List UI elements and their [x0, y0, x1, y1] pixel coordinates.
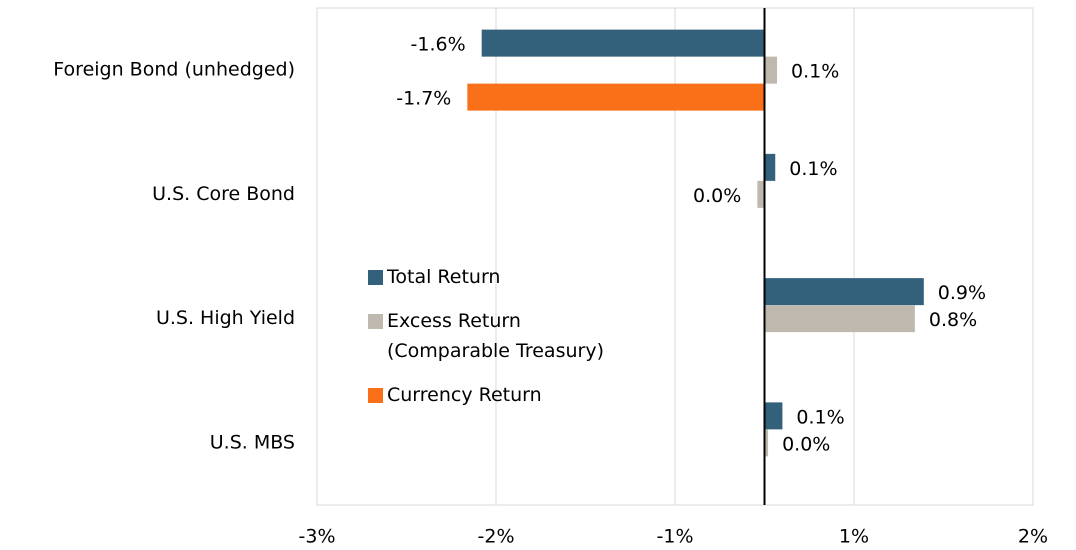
- legend-label: Total Return: [387, 266, 501, 288]
- data-label: 0.1%: [791, 61, 839, 83]
- legend-label: Currency Return: [387, 384, 542, 406]
- legend-swatch: [368, 314, 383, 329]
- data-label: 0.0%: [693, 185, 741, 207]
- x-tick-label: -3%: [299, 526, 336, 548]
- bar: [764, 429, 769, 457]
- legend-entry: Excess Return (Comparable Treasury): [368, 306, 638, 366]
- y-tick-label: U.S. High Yield: [156, 307, 295, 329]
- x-tick-label: -1%: [657, 526, 694, 548]
- bar: [481, 29, 765, 57]
- y-tick-label: U.S. MBS: [210, 431, 295, 453]
- data-label: 0.9%: [938, 282, 986, 304]
- data-label: -1.6%: [411, 34, 466, 56]
- bar: [764, 305, 915, 333]
- legend-swatch: [368, 388, 383, 403]
- data-label: -1.7%: [396, 88, 451, 110]
- data-label: 0.8%: [929, 309, 977, 331]
- data-label: 0.1%: [789, 158, 837, 180]
- x-tick-label: 1%: [839, 526, 869, 548]
- data-label: 0.1%: [796, 406, 844, 428]
- y-tick-label: U.S. Core Bond: [152, 183, 295, 205]
- legend-entry: Currency Return: [368, 380, 638, 410]
- x-tick-label: 2%: [1018, 526, 1048, 548]
- bar: [757, 180, 765, 208]
- bar: [467, 83, 765, 111]
- y-tick-label: Foreign Bond (unhedged): [53, 59, 295, 81]
- bar: [764, 402, 783, 430]
- legend-entry: Total Return: [368, 262, 638, 292]
- bar: [764, 278, 924, 306]
- legend: Total Return Excess Return (Comparable Tr…: [368, 262, 638, 424]
- bar: [764, 56, 778, 84]
- data-label: 0.0%: [782, 433, 830, 455]
- bar: [764, 153, 776, 181]
- legend-label: Excess Return (Comparable Treasury): [387, 310, 604, 362]
- x-tick-label: -2%: [478, 526, 515, 548]
- legend-swatch: [368, 270, 383, 285]
